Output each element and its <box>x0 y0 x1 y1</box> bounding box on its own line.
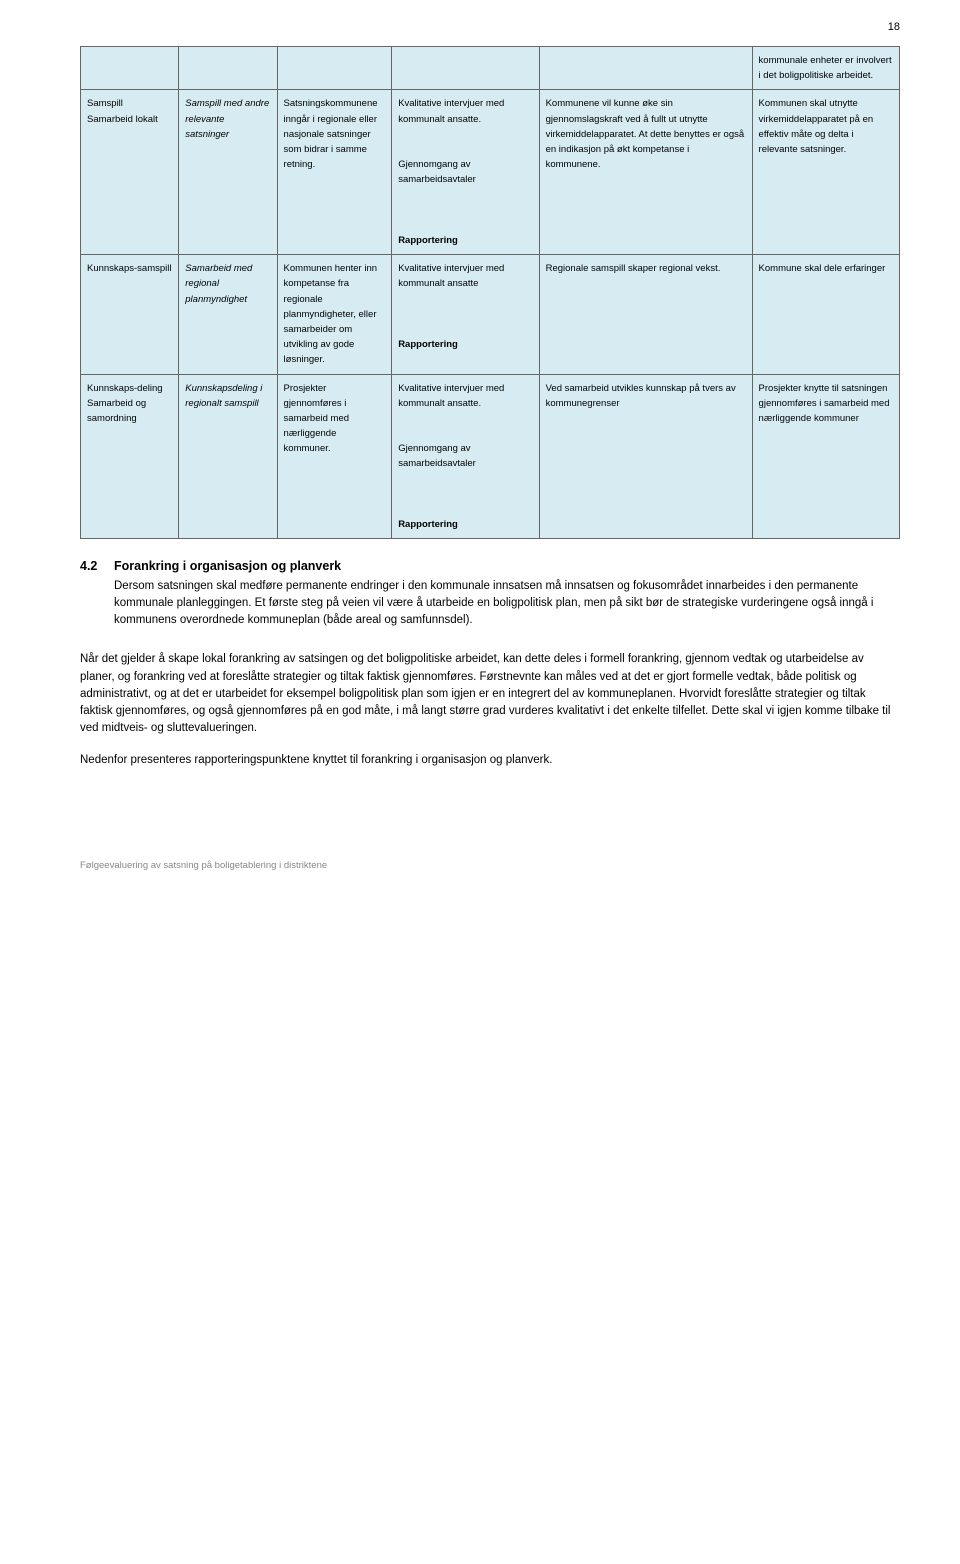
cell: Kommunen skal utnytte virkemiddelapparat… <box>752 90 899 255</box>
cell-text: Kvalitative intervjuer med kommunalt ans… <box>398 98 504 185</box>
cell-text: Kvalitative intervjuer med kommunalt ans… <box>398 263 504 289</box>
paragraph: Dersom satsningen skal medføre permanent… <box>114 578 900 630</box>
section-header: 4.2 Forankring i organisasjon og planver… <box>80 557 900 643</box>
cell: kommunale enheter er involvert i det bol… <box>752 46 899 89</box>
cell-bold: Rapportering <box>398 339 458 350</box>
paragraph: Nedenfor presenteres rapporteringspunkte… <box>80 752 900 769</box>
cell: Kunnskapsdeling i regionalt samspill <box>179 374 277 539</box>
cell: Kvalitative intervjuer med kommunalt ans… <box>392 374 539 539</box>
table-row: kommunale enheter er involvert i det bol… <box>81 46 900 89</box>
cell: Kommunen henter inn kompetanse fra regio… <box>277 255 392 374</box>
cell <box>539 46 752 89</box>
cell: Kvalitative intervjuer med kommunalt ans… <box>392 90 539 255</box>
cell: Prosjekter gjennomføres i samarbeid med … <box>277 374 392 539</box>
cell: Kommune skal dele erfaringer <box>752 255 899 374</box>
cell-bold: Rapportering <box>398 235 458 246</box>
cell: Kvalitative intervjuer med kommunalt ans… <box>392 255 539 374</box>
cell-bold: Rapportering <box>398 519 458 530</box>
table-row: Kunnskaps-delingSamarbeid og samordning … <box>81 374 900 539</box>
cell: SamspillSamarbeid lokalt <box>81 90 179 255</box>
cell: Samarbeid med regional planmyndighet <box>179 255 277 374</box>
cell: Samspill med andre relevante satsninger <box>179 90 277 255</box>
cell-text: Kvalitative intervjuer med kommunalt ans… <box>398 383 504 470</box>
cell <box>392 46 539 89</box>
cell <box>277 46 392 89</box>
data-table: kommunale enheter er involvert i det bol… <box>80 46 900 539</box>
table-row: SamspillSamarbeid lokalt Samspill med an… <box>81 90 900 255</box>
cell: Kunnskaps-delingSamarbeid og samordning <box>81 374 179 539</box>
paragraph: Når det gjelder å skape lokal forankring… <box>80 651 900 737</box>
page-number: 18 <box>80 20 900 36</box>
cell: Kommunene vil kunne øke sin gjennomslags… <box>539 90 752 255</box>
cell: Ved samarbeid utvikles kunnskap på tvers… <box>539 374 752 539</box>
cell: Kunnskaps-samspill <box>81 255 179 374</box>
cell: Regionale samspill skaper regional vekst… <box>539 255 752 374</box>
table-row: Kunnskaps-samspill Samarbeid med regiona… <box>81 255 900 374</box>
section-title: Forankring i organisasjon og planverk <box>114 557 900 575</box>
cell <box>179 46 277 89</box>
footer-text: Følgeevaluering av satsning på boligetab… <box>80 859 900 873</box>
cell: Satsningskommunene inngår i regionale el… <box>277 90 392 255</box>
cell <box>81 46 179 89</box>
section-number: 4.2 <box>80 557 114 643</box>
cell: Prosjekter knytte til satsningen gjennom… <box>752 374 899 539</box>
